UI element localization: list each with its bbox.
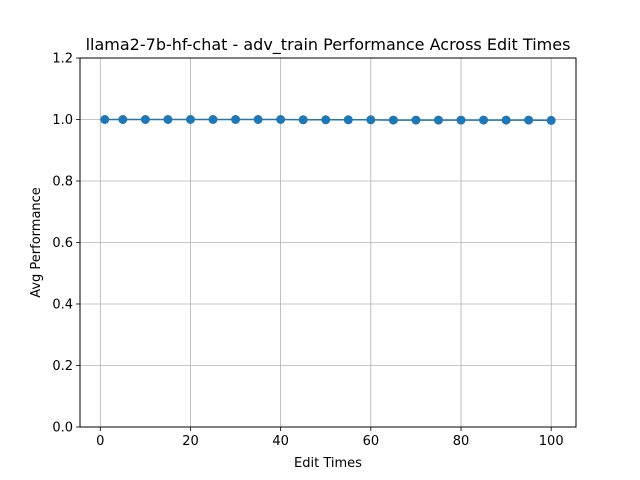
- y-tick-label: 1.0: [52, 113, 73, 128]
- x-tick-label: 40: [272, 434, 289, 449]
- chart-title: llama2-7b-hf-chat - adv_train Performanc…: [86, 35, 571, 55]
- data-point: [163, 115, 173, 124]
- data-point: [321, 115, 331, 125]
- x-tick-label: 60: [363, 434, 380, 449]
- data-point: [433, 115, 443, 125]
- data-point: [479, 115, 489, 125]
- data-point: [253, 115, 263, 124]
- x-tick-label: 100: [539, 434, 564, 449]
- y-tick-label: 0.8: [52, 175, 73, 190]
- y-tick-label: 1.2: [52, 52, 73, 67]
- data-point: [276, 115, 286, 124]
- data-point: [118, 115, 128, 124]
- data-point: [501, 115, 511, 125]
- data-point: [140, 115, 150, 124]
- data-point: [185, 115, 195, 124]
- data-point: [524, 115, 534, 125]
- data-point: [298, 115, 308, 125]
- y-tick-label: 0.4: [52, 298, 73, 313]
- x-axis-label: Edit Times: [294, 456, 362, 471]
- data-point: [208, 115, 218, 124]
- data-series: [100, 115, 556, 125]
- y-tick-label: 0.6: [52, 236, 73, 251]
- data-point: [456, 115, 466, 125]
- data-point: [546, 115, 556, 125]
- data-point: [366, 115, 376, 125]
- y-axis-label: Avg Performance: [29, 187, 44, 298]
- x-tick-label: 80: [453, 434, 470, 449]
- y-tick-label: 0.0: [52, 421, 73, 436]
- data-point: [343, 115, 353, 125]
- data-point: [231, 115, 241, 124]
- x-tick-label: 0: [96, 434, 104, 449]
- data-point: [388, 115, 398, 125]
- data-point: [411, 115, 421, 125]
- ticks: 0 20 40 60 80 100 0.0 0.2 0.4 0.6 0.8 1.0 1.2: [52, 52, 563, 450]
- data-point: [100, 115, 110, 124]
- y-tick-label: 0.2: [52, 359, 73, 374]
- x-tick-label: 20: [182, 434, 199, 449]
